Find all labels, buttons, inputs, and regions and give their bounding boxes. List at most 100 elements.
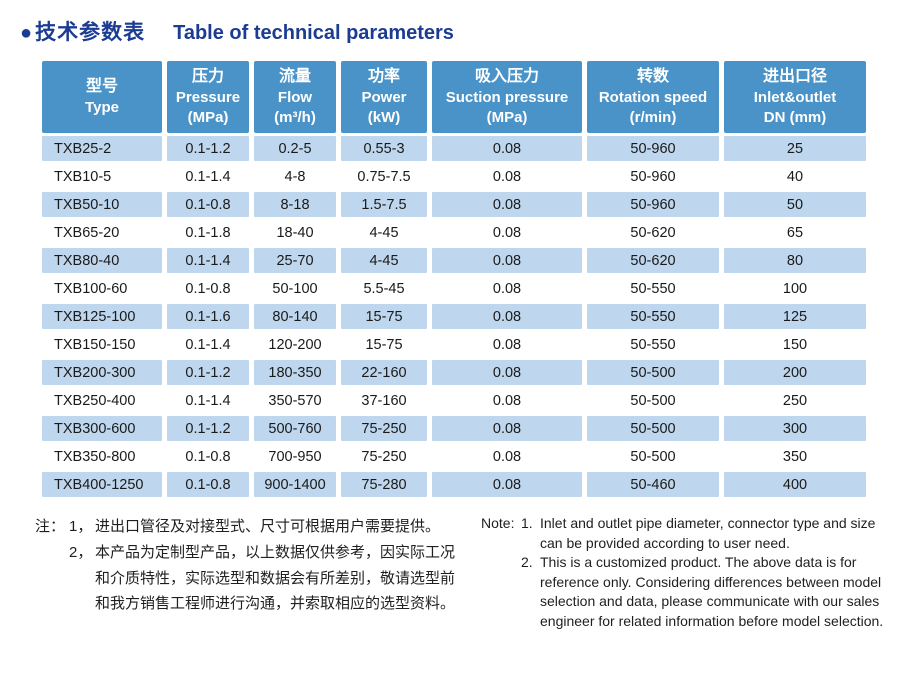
model-cell: TXB200-300	[42, 360, 162, 385]
table-cell: 75-250	[341, 444, 427, 469]
table-cell: 0.08	[432, 360, 582, 385]
technical-parameters-table: 型号 Type 压力 Pressure (MPa) 流量 Flow (m³/h) 功率 Power…	[37, 58, 871, 500]
table-cell: 0.1-1.8	[167, 220, 249, 245]
table-cell: 0.1-0.8	[167, 472, 249, 497]
table-cell: 0.2-5	[254, 136, 336, 161]
table-header-row: 型号 Type 压力 Pressure (MPa) 流量 Flow (m³/h) 功率 Power…	[42, 61, 866, 133]
table-cell: 0.08	[432, 472, 582, 497]
table-cell: 50-620	[587, 248, 719, 273]
table-row: TXB100-60 0.1-0.8 50-100 5.5-45 0.08 50-550 10…	[42, 276, 866, 301]
table-cell: 0.08	[432, 416, 582, 441]
table-cell: 120-200	[254, 332, 336, 357]
table-cell: 0.08	[432, 192, 582, 217]
table-cell: 0.1-1.6	[167, 304, 249, 329]
table-cell: 80-140	[254, 304, 336, 329]
table-cell: 50-500	[587, 388, 719, 413]
table-row: TXB10-5 0.1-1.4 4-8 0.75-7.5 0.08 50-960 40	[42, 164, 866, 189]
table-cell: 4-45	[341, 220, 427, 245]
table-row: TXB125-100 0.1-1.6 80-140 15-75 0.08 50-550 12…	[42, 304, 866, 329]
table-row: TXB50-10 0.1-0.8 8-18 1.5-7.5 0.08 50-960 50	[42, 192, 866, 217]
table-cell: 50-550	[587, 276, 719, 301]
table-cell: 0.08	[432, 388, 582, 413]
table-row: TXB25-2 0.1-1.2 0.2-5 0.55-3 0.08 50-960 25	[42, 136, 866, 161]
table-cell: 18-40	[254, 220, 336, 245]
table-cell: 50-500	[587, 416, 719, 441]
table-cell: 0.1-1.4	[167, 248, 249, 273]
table-cell: 0.1-1.2	[167, 360, 249, 385]
table-cell: 4-8	[254, 164, 336, 189]
table-cell: 0.08	[432, 220, 582, 245]
table-cell: 0.08	[432, 304, 582, 329]
table-cell: 700-950	[254, 444, 336, 469]
table-cell: 50-550	[587, 332, 719, 357]
column-header: 型号 Type	[42, 61, 162, 133]
model-cell: TXB350-800	[42, 444, 162, 469]
page-title-zh: 技术参数表	[35, 21, 146, 44]
table-cell: 0.1-1.4	[167, 388, 249, 413]
table-cell: 75-250	[341, 416, 427, 441]
column-header: 流量 Flow (m³/h)	[254, 61, 336, 133]
table-cell: 50-100	[254, 276, 336, 301]
model-cell: TXB10-5	[42, 164, 162, 189]
model-cell: TXB125-100	[42, 304, 162, 329]
table-cell: 100	[724, 276, 866, 301]
table-cell: 0.1-0.8	[167, 444, 249, 469]
column-header: 进出口径 Inlet&outlet DN (mm)	[724, 61, 866, 133]
table-cell: 37-160	[341, 388, 427, 413]
notes-english: Note: 1. Inlet and outlet pipe diameter, c…	[481, 514, 893, 632]
model-cell: TXB25-2	[42, 136, 162, 161]
notes-chinese: 注： 1， 进出口管径及对接型式、尺寸可根据用户需要提供。 2， 本产品为定制型产品，以…	[35, 514, 459, 632]
table-cell: 0.08	[432, 276, 582, 301]
table-cell: 15-75	[341, 332, 427, 357]
table-cell: 4-45	[341, 248, 427, 273]
table-row: TXB400-1250 0.1-0.8 900-1400 75-280 0.08 50-4…	[42, 472, 866, 497]
table-row: TXB80-40 0.1-1.4 25-70 4-45 0.08 50-620 80	[42, 248, 866, 273]
table-row: TXB250-400 0.1-1.4 350-570 37-160 0.08 50-500…	[42, 388, 866, 413]
table-cell: 250	[724, 388, 866, 413]
table-cell: 0.08	[432, 444, 582, 469]
model-cell: TXB250-400	[42, 388, 162, 413]
table-body: TXB25-2 0.1-1.2 0.2-5 0.55-3 0.08 50-960 25 TXB…	[42, 136, 866, 497]
page-title: ● 技术参数表 Table of technical parameters	[0, 0, 900, 46]
table-cell: 25-70	[254, 248, 336, 273]
table-cell: 50-960	[587, 164, 719, 189]
model-cell: TXB300-600	[42, 416, 162, 441]
table-cell: 300	[724, 416, 866, 441]
table-cell: 50-960	[587, 136, 719, 161]
table-cell: 200	[724, 360, 866, 385]
notes-section: 注： 1， 进出口管径及对接型式、尺寸可根据用户需要提供。 2， 本产品为定制型产品，以…	[35, 514, 900, 632]
model-cell: TXB150-150	[42, 332, 162, 357]
model-cell: TXB400-1250	[42, 472, 162, 497]
table-cell: 350	[724, 444, 866, 469]
model-cell: TXB65-20	[42, 220, 162, 245]
model-cell: TXB100-60	[42, 276, 162, 301]
column-header: 功率 Power (kW)	[341, 61, 427, 133]
bullet-icon: ●	[20, 22, 33, 44]
table-cell: 0.1-0.8	[167, 192, 249, 217]
note-item: 注： 1， 进出口管径及对接型式、尺寸可根据用户需要提供。	[35, 518, 441, 535]
table-cell: 40	[724, 164, 866, 189]
table-cell: 400	[724, 472, 866, 497]
note-item: 2， 本产品为定制型产品，以上数据仅供参考，因实际工况和介质特性，实际选型和数据会…	[69, 543, 456, 613]
model-cell: TXB80-40	[42, 248, 162, 273]
table-cell: 0.1-0.8	[167, 276, 249, 301]
table-cell: 22-160	[341, 360, 427, 385]
column-header: 转数 Rotation speed (r/min)	[587, 61, 719, 133]
table-cell: 0.1-1.4	[167, 164, 249, 189]
table-cell: 65	[724, 220, 866, 245]
column-header: 吸入压力 Suction pressure (MPa)	[432, 61, 582, 133]
table-cell: 8-18	[254, 192, 336, 217]
table-cell: 180-350	[254, 360, 336, 385]
table-cell: 15-75	[341, 304, 427, 329]
table-cell: 5.5-45	[341, 276, 427, 301]
table-cell: 50	[724, 192, 866, 217]
table-cell: 0.75-7.5	[341, 164, 427, 189]
table-cell: 900-1400	[254, 472, 336, 497]
table-cell: 0.1-1.4	[167, 332, 249, 357]
table-cell: 50-500	[587, 444, 719, 469]
table-cell: 0.1-1.2	[167, 416, 249, 441]
table-cell: 50-620	[587, 220, 719, 245]
table-cell: 50-960	[587, 192, 719, 217]
note-item: 2. This is a customized product. The abov…	[521, 554, 884, 629]
table-cell: 0.08	[432, 248, 582, 273]
